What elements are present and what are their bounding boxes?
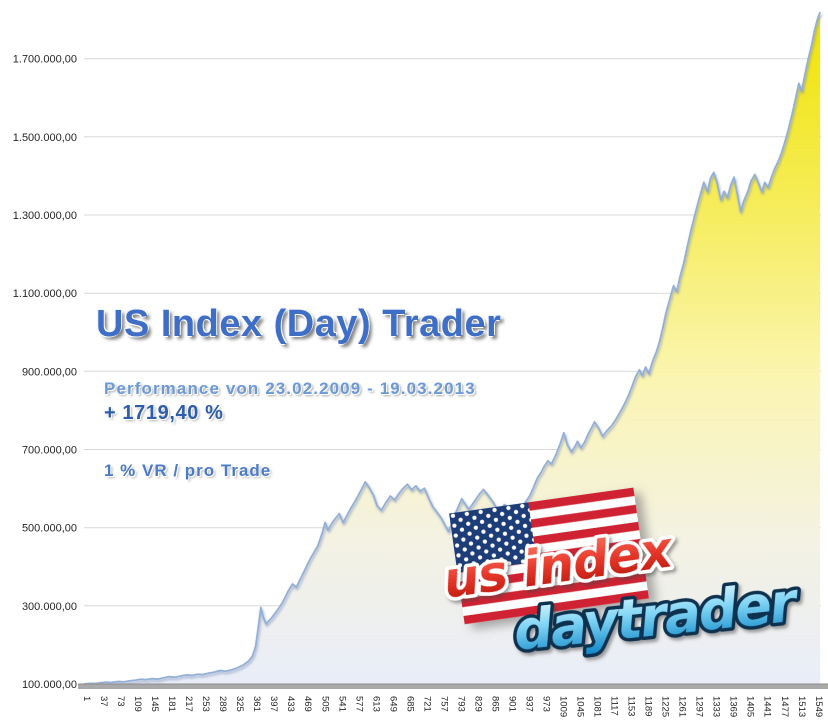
x-axis-label: 1 [81,696,92,701]
performance-value: + 1719,40 % [104,402,224,424]
x-axis-label: 217 [183,696,194,712]
y-axis-label: 300.000,00 [22,601,77,613]
x-axis-label: 1549 [813,696,824,717]
x-axis-label: 73 [115,696,126,707]
x-axis-label: 145 [149,696,160,712]
y-axis-label: 1.700.000,00 [13,54,77,66]
x-axis-label: 757 [438,696,449,712]
x-axis-label: 433 [285,696,296,712]
y-axis-label: 1.500.000,00 [13,132,77,144]
x-axis-label: 1225 [660,696,671,717]
x-axis-label: 469 [302,696,313,712]
x-axis-label: 865 [489,696,500,712]
x-axis-label: 361 [251,696,262,712]
performance-period-label: Performance von 23.02.2009 - 19.03.2013 [104,379,476,398]
y-axis-label: 500.000,00 [22,523,77,535]
x-axis-label: 325 [234,696,245,712]
x-axis-label: 1009 [558,696,569,717]
x-axis-label: 505 [319,696,330,712]
x-axis-label: 1189 [643,696,654,716]
x-axis-label: 1369 [728,696,739,717]
x-axis-label: 1405 [745,696,756,717]
risk-per-trade-label: 1 % VR / pro Trade [104,461,272,480]
x-axis-label: 1045 [575,696,586,717]
x-axis-label: 109 [132,696,143,712]
y-axis-label: 1.100.000,00 [13,288,77,300]
x-axis-label: 1441 [762,696,773,717]
us-flag-icon [449,487,649,625]
x-axis-label: 1333 [711,696,722,717]
x-axis-label: 1297 [694,696,705,717]
x-axis-label: 577 [353,696,364,712]
x-axis-label: 721 [421,696,432,712]
x-axis-label: 1081 [592,696,603,717]
x-axis-label: 1477 [779,696,790,717]
y-axis-label: 1.300.000,00 [13,210,77,222]
y-axis-label: 100.000,00 [22,679,77,691]
x-axis-label: 37 [98,696,109,707]
y-axis-label: 900.000,00 [22,366,77,378]
y-axis-label: 700.000,00 [22,445,77,457]
x-axis-label: 1117 [609,696,620,716]
page-title: US Index (Day) Trader [96,303,502,345]
x-axis-label: 973 [541,696,552,712]
x-axis [78,684,828,689]
x-axis-label: 253 [200,696,211,712]
x-axis-label: 793 [455,696,466,712]
x-axis-label: 1153 [626,696,637,716]
us-index-daytrader-logo: us index daytrader [436,487,806,666]
x-axis-label: 397 [268,696,279,712]
x-axis-label: 1513 [796,696,807,717]
x-axis-label: 901 [507,696,518,712]
x-axis-label: 937 [524,696,535,712]
x-axis-label: 829 [472,696,483,712]
x-axis-label: 541 [336,696,347,712]
x-axis-label: 649 [387,696,398,712]
x-axis-label: 613 [370,696,381,712]
x-axis-label: 1261 [677,696,688,717]
line-series [83,11,821,685]
x-axis-label: 289 [217,696,228,712]
x-axis-label: 685 [404,696,415,712]
x-axis-label: 181 [166,696,177,712]
flag-stars [449,502,537,573]
